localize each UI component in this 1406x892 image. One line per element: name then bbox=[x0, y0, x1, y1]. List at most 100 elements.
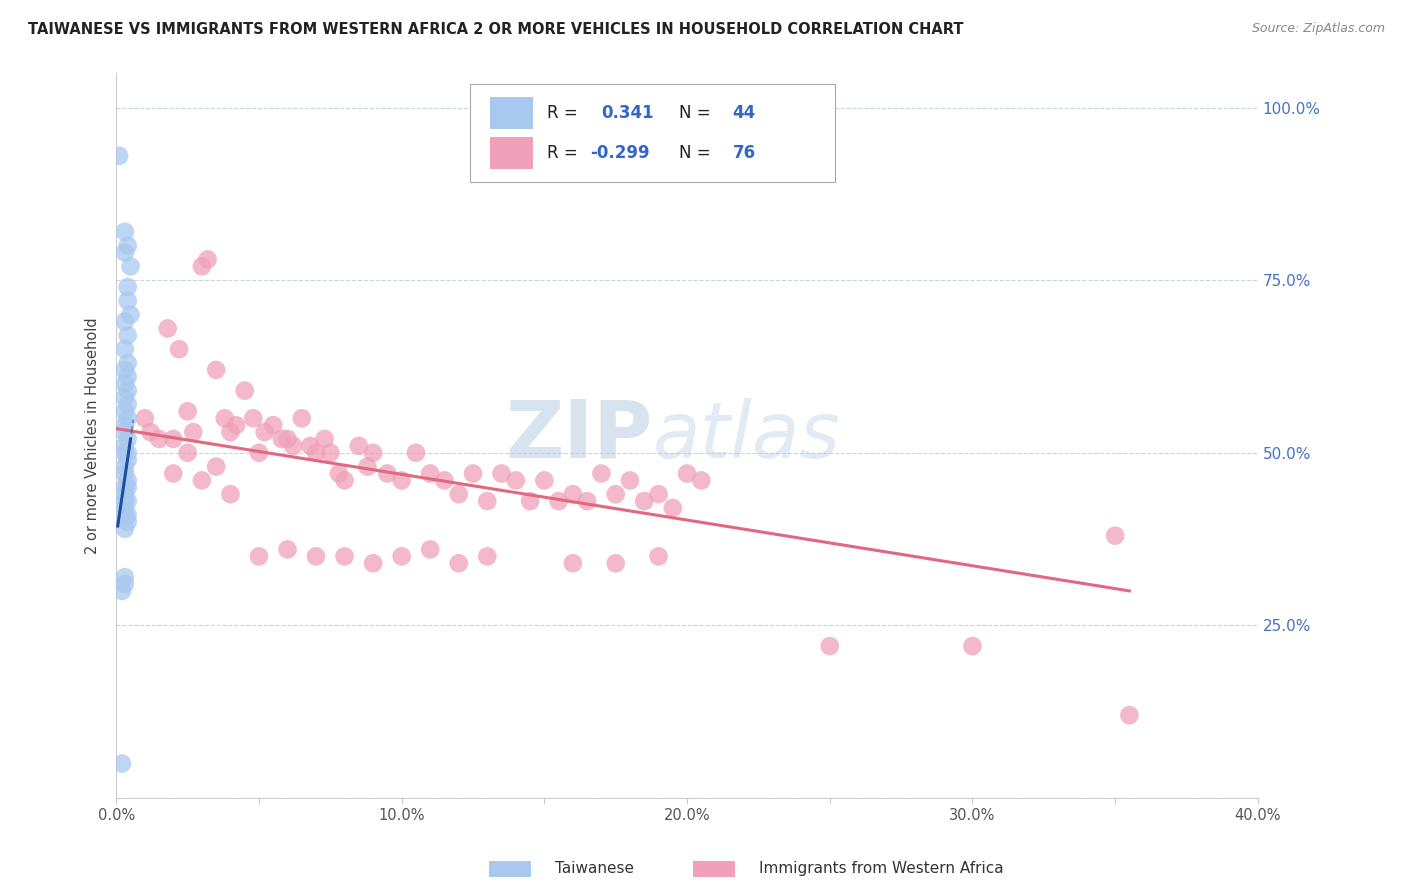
Point bbox=[233, 384, 256, 398]
Point bbox=[377, 467, 399, 481]
Point bbox=[391, 474, 413, 488]
Point bbox=[117, 480, 139, 494]
Point bbox=[319, 446, 342, 460]
Point bbox=[333, 549, 356, 564]
Point bbox=[114, 425, 136, 439]
Point bbox=[114, 446, 136, 460]
Point bbox=[114, 342, 136, 356]
Point bbox=[361, 446, 384, 460]
Point bbox=[391, 549, 413, 564]
Point bbox=[283, 439, 305, 453]
Point bbox=[117, 238, 139, 252]
Text: Taiwanese: Taiwanese bbox=[555, 862, 634, 876]
Point bbox=[156, 321, 179, 335]
Point bbox=[114, 391, 136, 405]
Point bbox=[305, 446, 328, 460]
Point bbox=[117, 397, 139, 411]
Point bbox=[347, 439, 370, 453]
Point bbox=[114, 522, 136, 536]
Point bbox=[433, 474, 456, 488]
Point bbox=[419, 542, 441, 557]
Point bbox=[120, 260, 142, 274]
Text: -0.299: -0.299 bbox=[591, 144, 650, 161]
Point bbox=[114, 501, 136, 516]
Point bbox=[219, 487, 242, 501]
Point bbox=[547, 494, 569, 508]
Point bbox=[117, 384, 139, 398]
Point bbox=[214, 411, 236, 425]
Point bbox=[108, 149, 131, 163]
Point bbox=[114, 494, 136, 508]
Point bbox=[270, 432, 292, 446]
Point bbox=[117, 494, 139, 508]
Point bbox=[242, 411, 264, 425]
Y-axis label: 2 or more Vehicles in Household: 2 or more Vehicles in Household bbox=[86, 318, 100, 554]
Text: N =: N = bbox=[679, 144, 716, 161]
Point bbox=[117, 293, 139, 308]
Point bbox=[111, 583, 134, 598]
Point bbox=[114, 225, 136, 239]
Point bbox=[605, 556, 627, 570]
Point bbox=[176, 404, 198, 418]
Point bbox=[114, 418, 136, 433]
Point bbox=[117, 280, 139, 294]
Point bbox=[299, 439, 322, 453]
Point bbox=[356, 459, 378, 474]
Point bbox=[114, 467, 136, 481]
Point bbox=[505, 474, 527, 488]
Point bbox=[605, 487, 627, 501]
Point bbox=[276, 542, 298, 557]
Text: atlas: atlas bbox=[652, 398, 841, 474]
Point bbox=[419, 467, 441, 481]
Text: N =: N = bbox=[679, 103, 716, 122]
Point bbox=[148, 432, 170, 446]
Point bbox=[183, 425, 205, 439]
Point bbox=[447, 487, 470, 501]
Text: Source: ZipAtlas.com: Source: ZipAtlas.com bbox=[1251, 22, 1385, 36]
Point bbox=[405, 446, 427, 460]
Point bbox=[461, 467, 484, 481]
Point bbox=[477, 494, 499, 508]
Point bbox=[191, 474, 214, 488]
Point bbox=[205, 363, 228, 377]
Point bbox=[176, 446, 198, 460]
Point bbox=[447, 556, 470, 570]
Point bbox=[114, 376, 136, 391]
Point bbox=[690, 474, 713, 488]
Text: Immigrants from Western Africa: Immigrants from Western Africa bbox=[759, 862, 1004, 876]
Text: 0.341: 0.341 bbox=[602, 103, 654, 122]
Point bbox=[1104, 529, 1126, 543]
Point bbox=[361, 556, 384, 570]
Point bbox=[114, 315, 136, 329]
Point bbox=[519, 494, 541, 508]
Point bbox=[114, 508, 136, 522]
Text: R =: R = bbox=[547, 144, 582, 161]
Point bbox=[1118, 708, 1140, 723]
Point bbox=[219, 425, 242, 439]
Point bbox=[120, 308, 142, 322]
Point bbox=[591, 467, 613, 481]
Bar bbox=[489, 136, 533, 169]
Point bbox=[561, 487, 583, 501]
Point bbox=[305, 549, 328, 564]
Point bbox=[647, 487, 669, 501]
Point bbox=[619, 474, 641, 488]
Point bbox=[114, 439, 136, 453]
Point bbox=[114, 487, 136, 501]
Point bbox=[114, 577, 136, 591]
Point bbox=[191, 260, 214, 274]
Point bbox=[117, 508, 139, 522]
Text: 76: 76 bbox=[733, 144, 756, 161]
Point bbox=[205, 459, 228, 474]
Point bbox=[134, 411, 156, 425]
Point bbox=[114, 404, 136, 418]
Point bbox=[167, 342, 190, 356]
Point bbox=[114, 363, 136, 377]
Point bbox=[117, 446, 139, 460]
Point bbox=[114, 570, 136, 584]
Point bbox=[114, 245, 136, 260]
Point bbox=[114, 480, 136, 494]
Point bbox=[662, 501, 685, 516]
Point bbox=[561, 556, 583, 570]
Point bbox=[276, 432, 298, 446]
